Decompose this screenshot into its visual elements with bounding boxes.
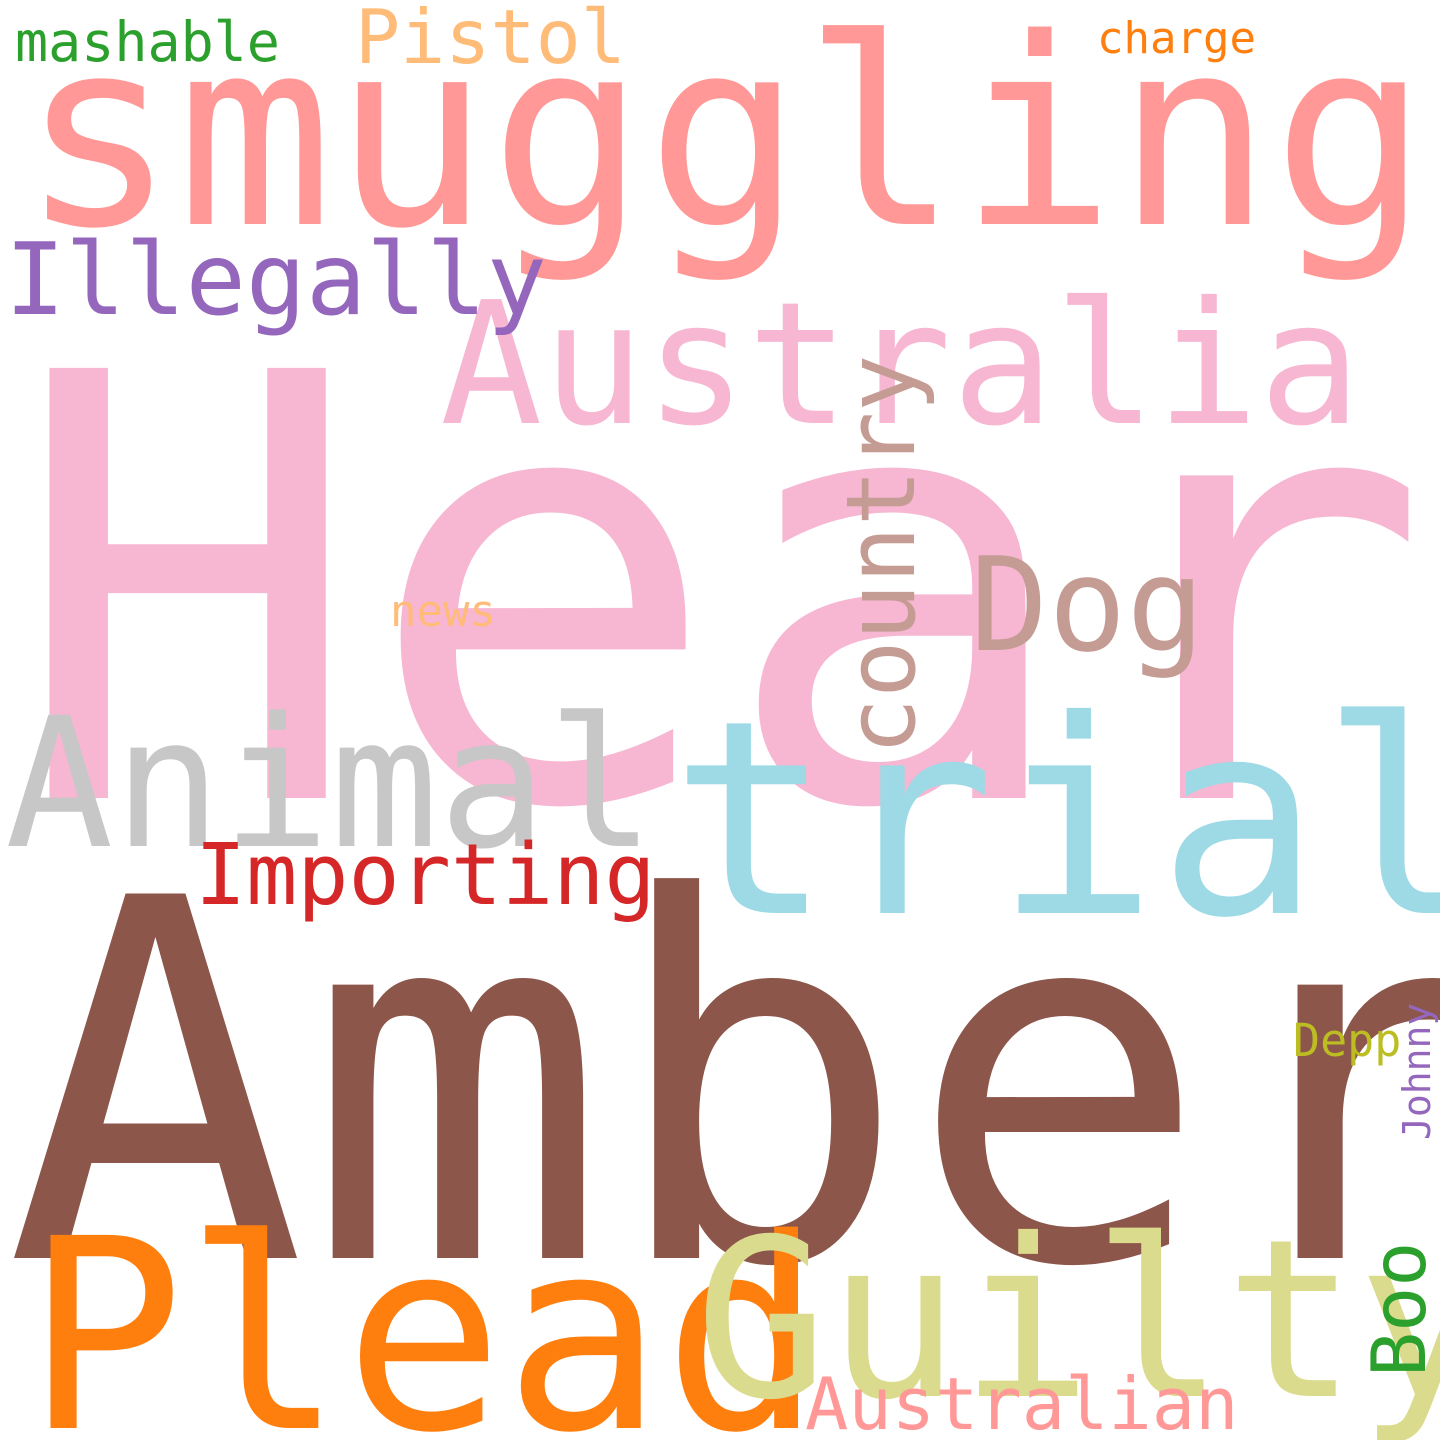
word-australia: Australia	[440, 266, 1362, 464]
word-heard: Heard	[10, 251, 1440, 938]
word-australian: Australian	[805, 1362, 1239, 1440]
word-amber: Amber	[5, 794, 1440, 1376]
word-trial: trial	[670, 662, 1440, 977]
word-boo: Boo	[1355, 1241, 1440, 1377]
word-smuggling: smuggling	[20, 0, 1429, 286]
word-guilty: Guilty	[695, 1192, 1440, 1440]
word-plead: Plead	[25, 1183, 823, 1440]
word-importing: Importing	[195, 826, 656, 925]
word-johnny: Johnny	[1395, 1002, 1439, 1140]
word-charge: charge	[1097, 13, 1256, 64]
word-animal: Animal	[5, 680, 656, 889]
word-news: news	[390, 586, 496, 637]
word-dog: Dog	[970, 529, 1205, 681]
word-pistol: Pistol	[355, 0, 626, 81]
word-depp: Depp	[1293, 1014, 1402, 1067]
word-country: country	[827, 354, 937, 755]
word-mashable: mashable	[15, 10, 280, 74]
word-illegally: Illegally	[5, 221, 547, 338]
